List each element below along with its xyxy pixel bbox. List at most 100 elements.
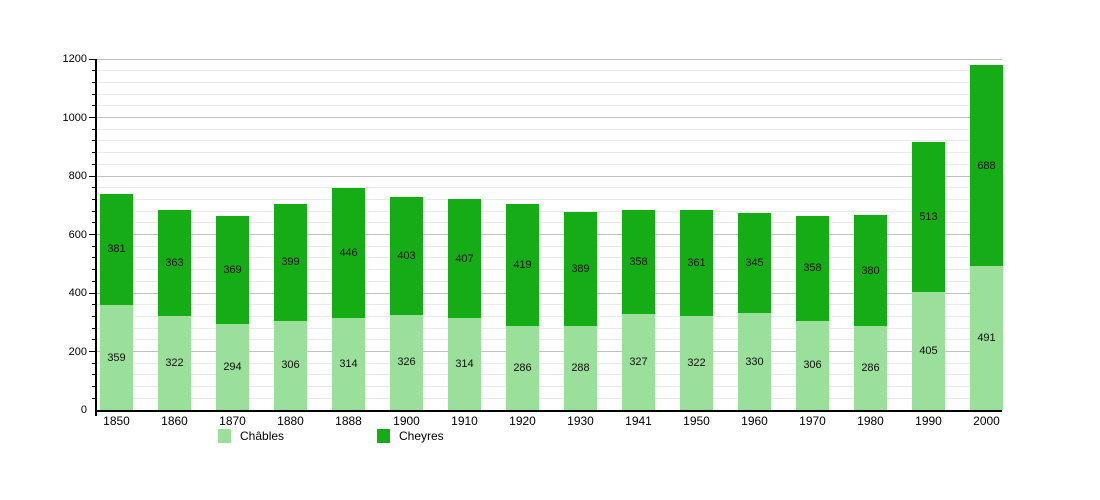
y-axis-label: 600 (68, 228, 87, 241)
gridline-minor (97, 210, 1002, 212)
x-axis-label-1860: 1860 (161, 414, 188, 428)
bar-value-label: 389 (571, 262, 590, 275)
gridline-minor (97, 362, 1002, 364)
bar-value-label: 380 (861, 264, 880, 277)
y-tick-minor (92, 81, 97, 83)
gridline-major (97, 58, 1002, 60)
gridline-minor (97, 81, 1002, 83)
gridline-minor (97, 222, 1002, 224)
gridline-minor (97, 187, 1002, 189)
x-axis-label-1910: 1910 (451, 414, 478, 428)
gridline-major (97, 175, 1002, 177)
gridline-major (97, 292, 1002, 294)
x-axis-label-1950: 1950 (683, 414, 710, 428)
bar-value-label: 369 (223, 264, 242, 277)
bar-segment-chables: 491 (970, 266, 1003, 410)
y-axis-line (95, 59, 97, 416)
bar-1920: 286 419 (506, 203, 539, 410)
bar-segment-cheyres: 361 (680, 210, 713, 316)
y-tick-minor (92, 93, 97, 95)
y-tick-minor (92, 105, 97, 107)
bar-segment-chables: 326 (390, 314, 423, 410)
x-axis-label-1980: 1980 (857, 414, 884, 428)
gridline-minor (97, 374, 1002, 376)
bar-value-label: 381 (107, 243, 126, 256)
bar-1870: 294 369 (216, 216, 249, 410)
gridline-minor (97, 163, 1002, 165)
x-axis-label-2000: 2000 (973, 414, 1000, 428)
bar-segment-cheyres: 381 (100, 193, 133, 305)
y-tick-minor (92, 269, 97, 271)
y-tick-minor (92, 386, 97, 388)
bar-value-label: 513 (919, 210, 938, 223)
bar-segment-chables: 327 (622, 314, 655, 410)
y-tick-major (89, 234, 97, 235)
bar-1880: 306 399 (274, 203, 307, 410)
y-tick-minor (92, 339, 97, 341)
bar-1900: 326 403 (390, 196, 423, 410)
gridline-minor (97, 152, 1002, 154)
bar-1888: 314 446 (332, 187, 365, 410)
gridline-minor (97, 280, 1002, 282)
bar-value-label: 330 (745, 355, 764, 368)
bar-1930: 288 389 (564, 211, 597, 410)
bar-value-label: 361 (687, 257, 706, 270)
bar-value-label: 286 (861, 362, 880, 375)
bar-segment-chables: 322 (680, 315, 713, 410)
x-axis-label-1930: 1930 (567, 414, 594, 428)
gridline-minor (97, 386, 1002, 388)
y-axis-label: 200 (68, 345, 87, 358)
bar-segment-cheyres: 358 (796, 215, 829, 321)
bar-value-label: 286 (513, 362, 532, 375)
bar-segment-cheyres: 363 (158, 209, 191, 316)
bar-segment-chables: 359 (100, 305, 133, 410)
y-tick-minor (92, 222, 97, 224)
y-tick-minor (92, 374, 97, 376)
gridline-minor (97, 70, 1002, 72)
gridline-minor (97, 105, 1002, 107)
bar-value-label: 419 (513, 259, 532, 272)
y-tick-minor (92, 70, 97, 72)
bar-value-label: 345 (745, 257, 764, 270)
bar-segment-chables: 306 (796, 320, 829, 410)
bar-1990: 405 513 (912, 141, 945, 410)
y-tick-minor (92, 304, 97, 306)
gridline-minor (97, 315, 1002, 317)
y-tick-major (89, 117, 97, 118)
bar-value-label: 306 (281, 359, 300, 372)
gridline-minor (97, 93, 1002, 95)
bar-value-label: 688 (977, 159, 996, 172)
bar-segment-cheyres: 407 (448, 199, 481, 319)
gridline-minor (97, 257, 1002, 259)
bar-value-label: 326 (397, 356, 416, 369)
y-tick-minor (92, 245, 97, 247)
bar-value-label: 399 (281, 256, 300, 269)
plot-area: 0 200 400 600 800 1000 1200 359 381 1850 322 363 186… (63, 53, 1003, 428)
legend-label-chables: Châbles (240, 429, 285, 443)
gridline-minor (97, 140, 1002, 142)
y-tick-minor (92, 362, 97, 364)
y-tick-minor (92, 152, 97, 154)
gridline-minor (97, 269, 1002, 271)
gridline-minor (97, 245, 1002, 247)
gridline-major (97, 117, 1002, 118)
bar-segment-cheyres: 513 (912, 141, 945, 292)
y-axis-label: 1000 (62, 111, 87, 124)
bar-1950: 322 361 (680, 210, 713, 410)
bar-value-label: 403 (397, 249, 416, 262)
y-tick-major (89, 58, 97, 60)
x-axis-label-1970: 1970 (799, 414, 826, 428)
x-axis-label-1990: 1990 (915, 414, 942, 428)
legend-label-cheyres: Cheyres (399, 429, 444, 443)
bar-segment-chables: 314 (332, 318, 365, 410)
bar-segment-chables: 322 (158, 315, 191, 410)
y-axis-label: 400 (68, 287, 87, 299)
y-tick-major (89, 175, 97, 177)
bar-segment-cheyres: 389 (564, 211, 597, 326)
x-axis-label-1880: 1880 (277, 414, 304, 428)
bar-segment-chables: 286 (506, 326, 539, 410)
x-axis-label-1888: 1888 (335, 414, 362, 428)
bar-segment-chables: 405 (912, 291, 945, 410)
gridline-minor (97, 128, 1002, 130)
y-tick-minor (92, 187, 97, 189)
